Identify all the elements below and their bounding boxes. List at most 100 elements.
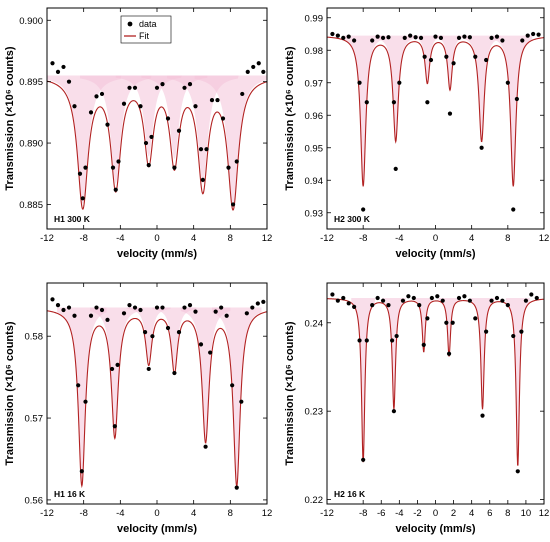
x-tick-label: 10 [521,508,532,519]
x-tick-label: 0 [433,508,438,519]
data-point [386,35,391,40]
data-point [390,338,395,343]
y-tick-label: 0.24 [305,318,324,329]
data-point [391,100,397,105]
data-point [500,298,505,303]
data-point [450,320,455,325]
data-point [94,94,99,99]
data-point [234,159,239,164]
data-point [72,104,77,109]
data-point [489,298,494,303]
data-point [172,370,177,376]
data-point [534,295,539,301]
subspectrum-2 [381,298,406,409]
data-point [230,383,235,388]
subspectrum-6 [494,35,533,186]
data-point [346,34,351,39]
data-point [143,140,149,146]
x-tick-label: -4 [395,233,403,244]
y-axis-title: Transmission (×10⁶ counts) [284,321,296,465]
data-point [400,298,406,303]
data-point [346,301,351,306]
data-point [531,31,536,37]
data-point [505,80,510,85]
fit-line [327,36,544,187]
data-point [364,338,369,343]
data-point [203,444,208,449]
data-point [251,64,256,70]
subspectrum-5 [462,35,501,140]
data-point [352,38,357,43]
data-point [406,294,411,299]
y-tick-label: 0.93 [305,208,324,219]
subspectrum-5 [167,75,239,184]
y-tick-label: 0.99 [305,13,324,24]
data-point [182,85,187,90]
x-tick-label: 4 [469,233,474,244]
data-point [438,35,444,41]
data-point [198,147,204,152]
data-point [245,69,250,74]
subspectrum-4 [152,307,197,369]
plot-area [47,297,267,490]
data-point [473,54,478,59]
data-point [456,35,462,41]
data-point [418,35,424,41]
x-tick-label: -6 [377,508,385,519]
x-tick-label: -4 [116,233,124,244]
x-tick-label: -8 [79,508,87,519]
data-point [150,334,155,339]
x-tick-label: 12 [539,233,550,244]
panel-h1-300k: -12 -8 -4 0 4 8 12 0.885 0.890 0.895 0.900 velocity… [4,7,272,260]
data-point [519,329,524,334]
data-point [484,57,489,63]
legend: data Fit [120,15,172,44]
subspectrum-6 [194,75,267,205]
data-point [234,485,239,490]
data-point [435,294,440,299]
data-point [529,292,534,297]
x-tick-label: -12 [40,233,54,244]
x-tick-label: 0 [154,233,159,244]
data-point [154,85,160,90]
data-point [127,303,132,308]
data-point [198,342,204,347]
data-point [417,303,422,308]
data-point [375,295,380,301]
data-point [115,362,120,367]
legend-data-marker [127,21,133,27]
x-tick-label: -4 [116,508,124,519]
data-point [456,295,462,301]
data-point [220,116,226,121]
data-point [88,110,94,115]
data-point [391,409,397,414]
subspectrum-5 [470,298,495,409]
data-point [446,351,452,356]
data-point [462,294,467,299]
data-point [473,316,478,321]
data-point [66,79,72,84]
data-point [77,171,83,176]
y-tick-label: 0.23 [305,407,324,418]
data-point [255,301,260,306]
data-point [494,34,500,39]
data-point [193,309,198,314]
data-point [61,307,66,313]
data-point [215,97,220,103]
data-point [422,54,427,59]
plot-area [47,61,267,211]
data-point [370,303,375,308]
data-point [208,350,213,355]
data-point [105,122,110,127]
data-point [341,295,346,301]
y-tick-label: 0.95 [305,143,324,154]
x-tick-label: 2 [451,508,456,519]
data-point [172,165,177,170]
data-point [244,311,249,316]
subspectrum-1 [344,35,383,186]
data-point [523,298,529,303]
data-point [428,57,434,63]
data-point [462,34,467,39]
y-tick-label: 0.96 [305,111,324,122]
data-point [520,38,525,43]
